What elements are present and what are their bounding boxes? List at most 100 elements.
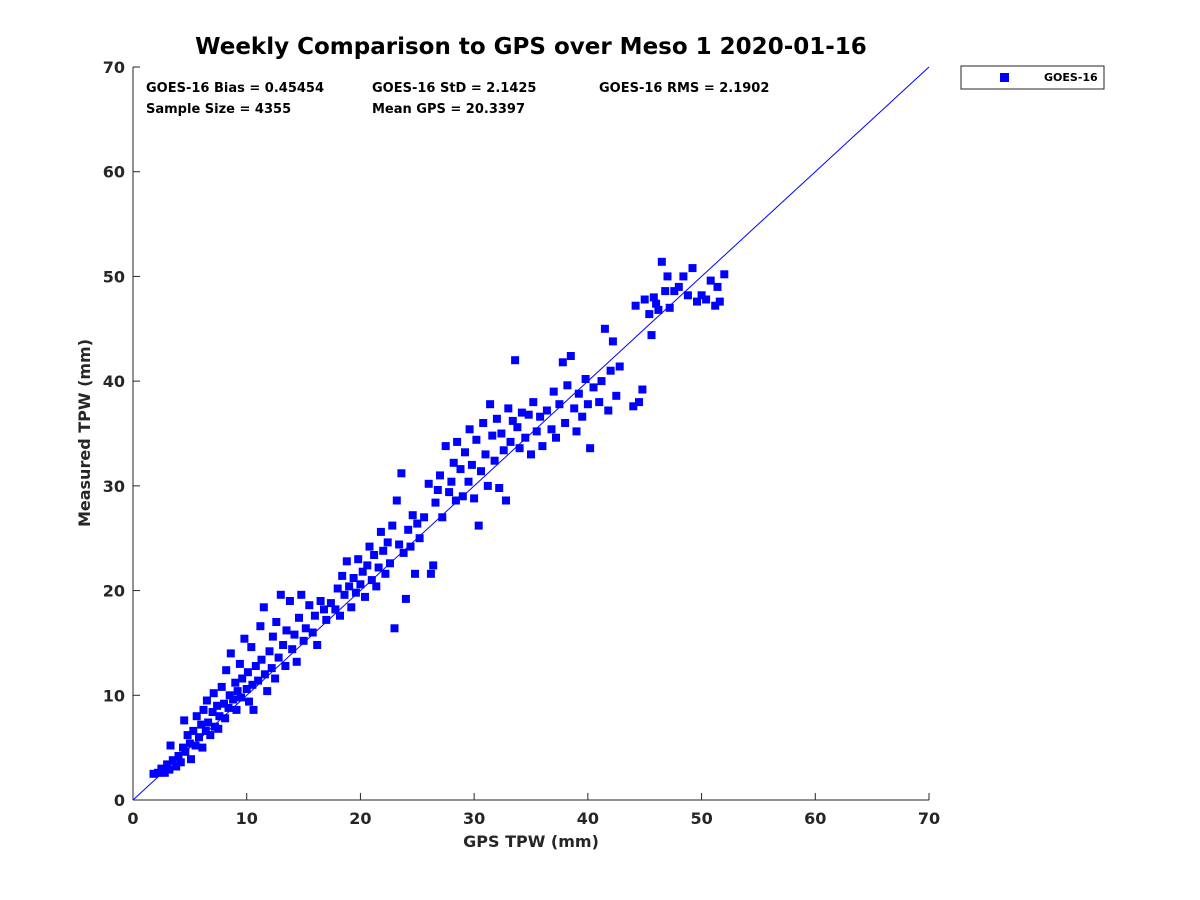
data-point <box>411 569 419 578</box>
data-point <box>631 301 640 310</box>
data-point <box>257 655 266 664</box>
data-point <box>715 297 724 306</box>
data-point <box>214 724 223 733</box>
data-point <box>511 356 520 365</box>
data-point <box>663 272 672 281</box>
data-point <box>426 569 435 578</box>
data-point <box>538 442 547 451</box>
data-point <box>465 425 474 434</box>
data-point <box>527 450 535 459</box>
data-point <box>322 615 331 624</box>
data-point <box>201 726 210 735</box>
data-point <box>310 611 319 620</box>
data-point <box>445 488 454 497</box>
data-point <box>222 666 231 675</box>
data-point <box>647 331 656 340</box>
data-point <box>431 498 440 507</box>
goes16-points <box>149 257 729 778</box>
data-point <box>367 576 376 585</box>
data-point <box>399 548 408 557</box>
data-point <box>706 276 715 285</box>
y-tick-label: 20 <box>103 582 125 601</box>
data-point <box>720 270 729 279</box>
data-point <box>290 630 299 639</box>
data-point <box>597 377 606 386</box>
data-point <box>549 387 558 396</box>
data-point <box>374 563 383 572</box>
data-point <box>453 437 462 446</box>
data-point <box>345 582 354 591</box>
data-point <box>333 584 342 593</box>
data-point <box>497 429 506 438</box>
data-point <box>679 272 688 281</box>
data-point <box>515 444 524 453</box>
data-point <box>481 450 490 459</box>
data-point <box>320 605 328 614</box>
data-point <box>433 486 442 494</box>
data-point <box>524 410 533 419</box>
data-point <box>401 594 410 603</box>
data-point <box>259 603 268 612</box>
data-point <box>209 689 218 698</box>
data-point <box>563 381 572 390</box>
legend-marker-square <box>1000 73 1009 82</box>
data-point <box>542 406 551 415</box>
data-point <box>474 521 483 530</box>
data-point <box>221 714 230 723</box>
data-point <box>697 291 706 300</box>
data-point <box>470 494 479 503</box>
data-point <box>157 764 166 773</box>
x-tick-label: 30 <box>463 809 485 828</box>
data-point <box>479 419 488 427</box>
data-point <box>456 465 465 474</box>
stat-std: GOES-16 StD = 2.1425 <box>372 81 536 96</box>
data-point <box>354 555 363 564</box>
data-point <box>331 605 340 614</box>
data-point <box>237 693 245 702</box>
y-tick-label: 50 <box>103 267 125 286</box>
data-point <box>536 412 545 421</box>
data-point <box>467 460 476 469</box>
data-point <box>251 662 260 670</box>
data-point <box>397 469 406 478</box>
data-point <box>502 496 510 505</box>
data-point <box>441 442 450 451</box>
data-point <box>438 513 447 522</box>
data-point <box>408 511 417 520</box>
data-point <box>665 303 674 312</box>
data-point <box>713 282 722 291</box>
data-point <box>657 257 666 266</box>
data-point <box>279 641 288 649</box>
data-point <box>181 747 190 756</box>
data-point <box>313 641 322 649</box>
data-point <box>529 398 538 407</box>
x-tick-label: 20 <box>349 809 371 828</box>
data-point <box>486 400 495 409</box>
data-point <box>215 712 224 721</box>
data-point <box>488 431 497 440</box>
stat-bias: GOES-16 Bias = 0.45454 <box>146 81 324 96</box>
data-point <box>265 647 274 656</box>
data-point <box>572 427 581 436</box>
data-point <box>233 687 242 696</box>
data-point <box>224 703 233 712</box>
x-axis-label: GPS TPW (mm) <box>463 832 599 851</box>
data-point <box>263 687 272 696</box>
data-point <box>370 551 379 559</box>
data-point <box>285 597 294 605</box>
chart-title: Weekly Comparison to GPS over Meso 1 202… <box>195 34 867 60</box>
data-point <box>305 601 314 610</box>
y-tick-label: 70 <box>103 58 125 77</box>
data-point <box>363 561 372 570</box>
data-point <box>372 582 381 591</box>
legend-box <box>960 65 1105 90</box>
data-point <box>461 448 469 457</box>
data-point <box>166 741 175 750</box>
data-point <box>268 632 277 641</box>
data-point <box>301 624 310 633</box>
data-point <box>508 416 517 425</box>
data-point <box>243 668 252 677</box>
data-point <box>340 590 349 599</box>
data-point <box>600 324 609 333</box>
